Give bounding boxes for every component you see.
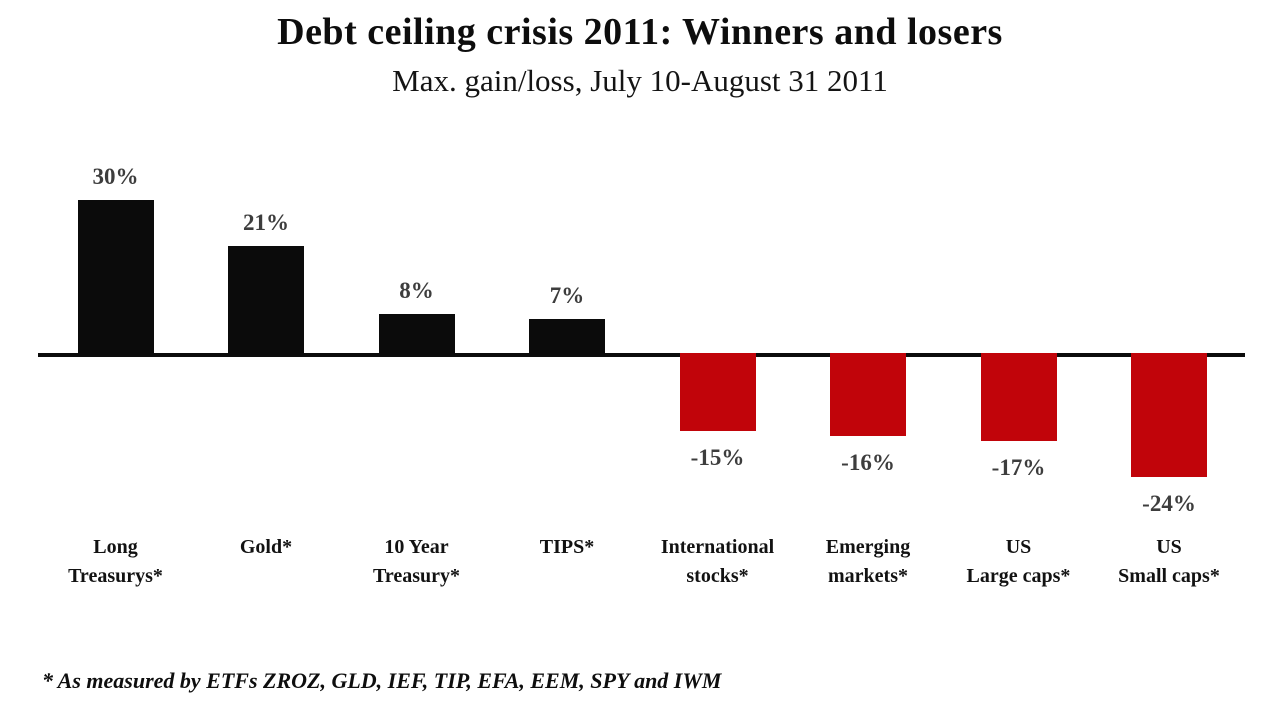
chart-subtitle: Max. gain/loss, July 10-August 31 2011 bbox=[392, 63, 888, 98]
category-label: TIPS* bbox=[539, 536, 595, 558]
bar-chart: 30% Long Treasurys* 21% Gold* 8% 10 Year Trea… bbox=[38, 163, 1245, 587]
bar bbox=[980, 353, 1057, 441]
bar bbox=[830, 353, 906, 436]
footnote: * As measured by ETFs ZROZ, GLD, IEF, TI… bbox=[42, 668, 722, 693]
zero-axis-line bbox=[38, 353, 1245, 357]
value-label: -17% bbox=[991, 454, 1046, 480]
bar bbox=[679, 353, 756, 431]
category-label: 10 Year Treasury* bbox=[372, 536, 461, 587]
category-label: Emerging markets* bbox=[825, 536, 911, 587]
value-label: -15% bbox=[690, 444, 745, 470]
value-label: 7% bbox=[549, 282, 585, 308]
bar bbox=[529, 318, 605, 355]
value-label: -24% bbox=[1142, 491, 1196, 516]
category-label: Gold* bbox=[239, 536, 293, 558]
bar bbox=[378, 313, 455, 355]
category-label: Long Treasurys* bbox=[68, 536, 163, 587]
category-label: International stocks* bbox=[660, 536, 775, 587]
bar bbox=[1131, 353, 1207, 477]
value-label: 8% bbox=[399, 277, 434, 303]
value-label: 21% bbox=[243, 210, 289, 236]
chart-title: Debt ceiling crisis 2011: Winners and lo… bbox=[277, 11, 1003, 53]
value-label: 30% bbox=[92, 163, 139, 189]
category-label: US Small caps* bbox=[1118, 536, 1220, 587]
bar bbox=[77, 199, 154, 355]
category-label: US Large caps* bbox=[966, 536, 1071, 587]
bar bbox=[228, 246, 304, 355]
value-label: -16% bbox=[841, 449, 895, 475]
